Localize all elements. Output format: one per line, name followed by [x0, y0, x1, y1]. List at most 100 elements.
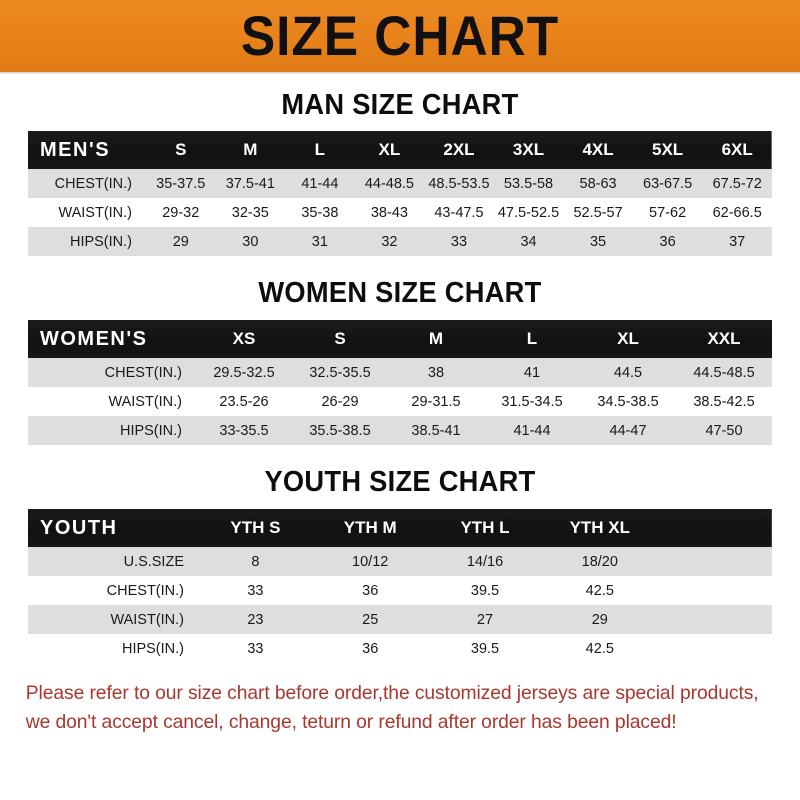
- table-cell: 33: [247, 582, 264, 599]
- section-title-youth: YOUTH SIZE CHART: [264, 466, 536, 498]
- row-label: CHEST(IN.): [54, 175, 132, 192]
- table-cell: 44.5: [613, 364, 643, 381]
- table-cell: 47.5-52.5: [497, 204, 560, 221]
- table-header-youth: YOUTH YTH S YTH M YTH L YTH XL: [28, 509, 772, 547]
- row-label: HIPS(IN.): [69, 233, 132, 250]
- section-title-women: WOMEN SIZE CHART: [258, 277, 542, 309]
- table-cell: 62-66.5: [712, 204, 762, 221]
- size-table-men: MEN'S S M L XL 2XL 3XL 4XL 5XL 6XL CHEST…: [28, 131, 772, 256]
- table-cell: 10/12: [352, 553, 389, 570]
- column-header: M: [428, 329, 444, 348]
- table-cell-empty: [657, 576, 772, 605]
- table-row: CHEST(IN.) 29.5-32.5 32.5-35.5 38 41 44.…: [28, 358, 772, 387]
- table-cell: 36: [659, 233, 676, 250]
- row-label: HIPS(IN.): [121, 640, 184, 657]
- table-cell: 33: [247, 640, 264, 657]
- table-cell: 57-62: [649, 204, 687, 221]
- table-cell: 32-35: [231, 204, 269, 221]
- table-cell: 47-50: [705, 422, 743, 439]
- table-cell: 37.5-41: [225, 175, 275, 192]
- table-row: WAIST(IN.) 23.5-26 26-29 29-31.5 31.5-34…: [28, 387, 772, 416]
- table-row: WAIST(IN.) 23 25 27 29: [28, 605, 772, 634]
- table-cell: 18/20: [581, 553, 618, 570]
- column-header: XXL: [707, 329, 741, 348]
- column-header: XS: [232, 329, 256, 348]
- table-cell: 48.5-53.5: [428, 175, 490, 192]
- table-cell: 63-67.5: [643, 175, 693, 192]
- table-cell: 41-44: [513, 422, 551, 439]
- table-cell: 39.5: [470, 582, 500, 599]
- table-cell: 38.5-42.5: [693, 393, 755, 410]
- table-cell: 52.5-57: [573, 204, 623, 221]
- table-cell: 44-48.5: [364, 175, 414, 192]
- table-cell: 25: [362, 611, 379, 628]
- table-cell: 35: [589, 233, 607, 250]
- table-cell: 33: [450, 233, 468, 250]
- table-body-women: CHEST(IN.) 29.5-32.5 32.5-35.5 38 41 44.…: [28, 358, 772, 445]
- column-header: 4XL: [582, 140, 614, 159]
- column-header: XL: [378, 140, 401, 159]
- section-women: WOMEN SIZE CHART WOMEN'S XS S M L XL XXL: [0, 278, 800, 445]
- table-header-men: MEN'S S M L XL 2XL 3XL 4XL 5XL 6XL: [28, 131, 772, 169]
- disclaimer-line-1: Please refer to our size chart before or…: [25, 682, 759, 704]
- column-header: YTH L: [460, 518, 510, 537]
- table-cell: 53.5-58: [503, 175, 554, 192]
- size-table-women: WOMEN'S XS S M L XL XXL CHEST(IN.) 29.5-…: [28, 320, 772, 445]
- table-header-row: YOUTH YTH S YTH M YTH L YTH XL: [28, 509, 772, 547]
- table-cell: 37: [729, 233, 746, 250]
- table-cell: 38: [427, 364, 445, 381]
- column-header: 2XL: [443, 140, 475, 159]
- section-title-men: MAN SIZE CHART: [281, 89, 519, 121]
- table-cell: 32.5-35.5: [309, 364, 371, 381]
- table-row: CHEST(IN.) 35-37.5 37.5-41 41-44 44-48.5…: [28, 169, 772, 198]
- row-label: WAIST(IN.): [58, 204, 132, 221]
- column-header: S: [334, 329, 346, 348]
- column-header: YTH XL: [569, 518, 631, 537]
- table-wrapper-women: WOMEN'S XS S M L XL XXL CHEST(IN.) 29.5-…: [28, 320, 772, 445]
- table-cell: 29.5-32.5: [213, 364, 275, 381]
- table-corner-label-women: WOMEN'S: [40, 327, 148, 350]
- table-cell: 32: [381, 233, 398, 250]
- table-row: WAIST(IN.) 29-32 32-35 35-38 38-43 43-47…: [28, 198, 772, 227]
- table-cell: 42.5: [585, 640, 614, 657]
- column-header: L: [314, 140, 326, 159]
- column-header: 6XL: [721, 140, 753, 159]
- table-cell: 26-29: [321, 393, 359, 410]
- column-header: M: [243, 140, 258, 159]
- table-cell: 29-32: [162, 204, 200, 221]
- table-header-women: WOMEN'S XS S M L XL XXL: [28, 320, 772, 358]
- table-cell: 29: [172, 233, 189, 250]
- column-header-empty: [657, 509, 772, 547]
- table-cell: 27: [476, 611, 494, 628]
- table-cell: 39.5: [470, 640, 500, 657]
- row-label: U.S.SIZE: [123, 553, 184, 570]
- table-cell: 34: [520, 233, 537, 250]
- table-row: CHEST(IN.) 33 36 39.5 42.5: [28, 576, 772, 605]
- table-cell: 35.5-38.5: [309, 422, 371, 439]
- table-cell: 8: [251, 553, 260, 570]
- table-cell: 29-31.5: [411, 393, 461, 410]
- table-header-row: MEN'S S M L XL 2XL 3XL 4XL 5XL 6XL: [28, 131, 772, 169]
- table-cell: 14/16: [466, 553, 504, 570]
- row-label: HIPS(IN.): [119, 422, 182, 439]
- table-cell: 44-47: [609, 422, 647, 439]
- table-cell: 58-63: [579, 175, 617, 192]
- table-cell: 36: [362, 582, 379, 599]
- table-cell: 30: [242, 233, 259, 250]
- table-cell: 23: [247, 611, 264, 628]
- table-body-men: CHEST(IN.) 35-37.5 37.5-41 41-44 44-48.5…: [28, 169, 772, 256]
- table-cell: 41: [523, 364, 541, 381]
- column-header: YTH M: [343, 518, 397, 537]
- table-cell: 36: [362, 640, 379, 657]
- table-row: HIPS(IN.) 33 36 39.5 42.5: [28, 634, 772, 663]
- row-label: CHEST(IN.): [104, 364, 182, 381]
- row-label: CHEST(IN.): [106, 582, 184, 599]
- table-cell: 35-37.5: [156, 175, 206, 192]
- table-cell: 23.5-26: [219, 393, 269, 410]
- table-cell-empty: [657, 605, 772, 634]
- table-cell: 67.5-72: [712, 175, 762, 192]
- table-row: HIPS(IN.) 33-35.5 35.5-38.5 38.5-41 41-4…: [28, 416, 772, 445]
- table-cell: 43-47.5: [434, 204, 484, 221]
- table-cell-empty: [657, 634, 772, 663]
- table-cell: 31.5-34.5: [501, 393, 563, 410]
